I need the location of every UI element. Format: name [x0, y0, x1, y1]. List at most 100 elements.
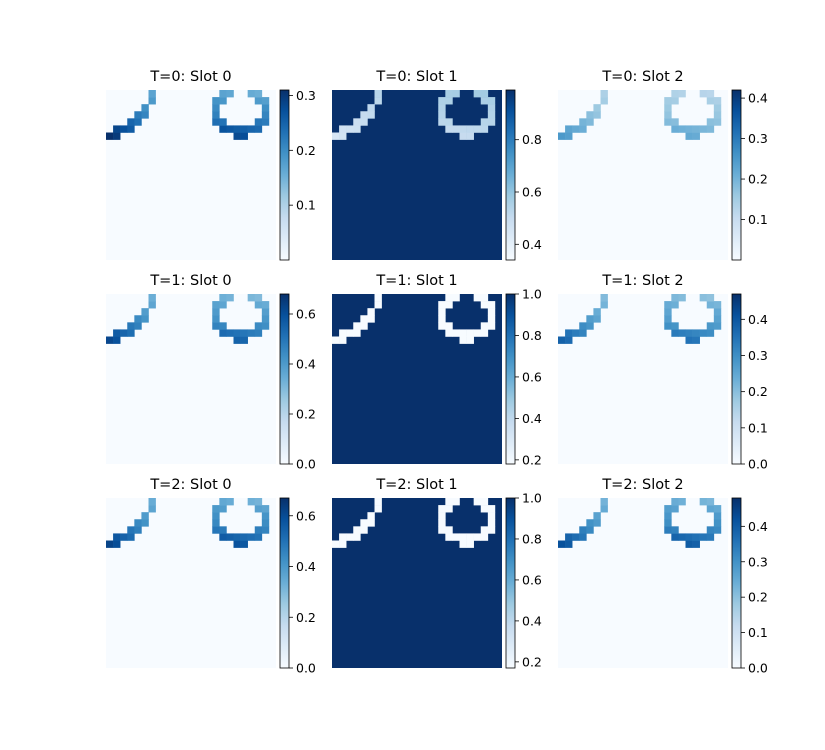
heatmap-cell [473, 125, 482, 133]
heatmap-panel: T=0: Slot 0 0.1 0.2 0.3 [106, 69, 316, 261]
heatmap-cell [678, 498, 686, 506]
heatmap-cell [148, 294, 156, 302]
heatmap-cell [141, 104, 149, 112]
heatmap-cell [586, 526, 594, 534]
heatmap-cell [438, 97, 446, 105]
heatmap-cell [367, 315, 375, 323]
heatmap-cell [692, 125, 700, 133]
heatmap-cell [247, 533, 256, 541]
heatmap-cell [332, 540, 340, 548]
heatmap-cell [600, 301, 608, 309]
colorbar-tick-label: 0.4 [748, 91, 768, 106]
heatmap-cell [459, 329, 467, 337]
heatmap-cell [219, 329, 227, 337]
colorbar-tick-label: 1.0 [522, 287, 542, 302]
heatmap-cell [261, 519, 270, 527]
heatmap-cell [134, 519, 142, 527]
heatmap-panel: T=0: Slot 1 0.4 0.6 0.8 [332, 69, 542, 261]
heatmap-cell [367, 104, 375, 112]
heatmap-cell [600, 505, 608, 513]
heatmap-cell [438, 308, 446, 316]
heatmap-cell [466, 329, 474, 337]
heatmap-cell [254, 97, 263, 105]
heatmap-cell [671, 505, 679, 513]
heatmap-cell [600, 97, 608, 105]
colorbar-tick-label: 0.3 [296, 88, 316, 103]
heatmap-background [332, 498, 502, 668]
heatmap-cell [473, 90, 482, 98]
heatmap-cell [487, 519, 496, 527]
colorbar [731, 497, 742, 669]
heatmap-cell [233, 132, 241, 140]
heatmap-cell [445, 90, 453, 98]
heatmap-cell [127, 533, 135, 541]
colorbar-tick-label: 0.4 [748, 312, 768, 327]
heatmap-cell [438, 301, 446, 309]
heatmap-background [106, 90, 276, 260]
heatmap-cell [445, 322, 453, 330]
heatmap-cell [219, 498, 227, 506]
heatmap-cell [487, 118, 496, 126]
heatmap-cell [219, 322, 227, 330]
heatmap-cell [480, 90, 489, 98]
heatmap-cell [713, 104, 722, 112]
heatmap-cell [586, 315, 594, 323]
heatmap-cell [706, 118, 715, 126]
colorbar-tick-label: 0.4 [748, 519, 768, 534]
heatmap-cell [713, 111, 722, 119]
heatmap-cell [466, 533, 474, 541]
heatmap-cell [353, 526, 361, 534]
heatmap-cell [445, 329, 453, 337]
heatmap-cell [127, 125, 135, 133]
heatmap-cell [360, 315, 368, 323]
colorbar-tick-label: 0.1 [748, 625, 768, 640]
heatmap-cell [459, 132, 467, 140]
heatmap-cell [671, 329, 679, 337]
heatmap-cell [261, 301, 270, 309]
colorbar-tick-label: 0.2 [296, 407, 316, 422]
heatmap-cell [558, 132, 566, 140]
heatmap-cell [212, 104, 220, 112]
heatmap-panel: T=2: Slot 0 0.0 0.2 0.4 0.6 [106, 477, 316, 676]
heatmap-cell [699, 329, 708, 337]
heatmap-cell [459, 540, 467, 548]
colorbar-tick-label: 0.8 [522, 531, 542, 546]
heatmap-cell [586, 519, 594, 527]
heatmap-cell [367, 512, 375, 520]
heatmap-cell [367, 308, 375, 316]
heatmap-cell [593, 308, 601, 316]
heatmap-cell [226, 498, 234, 506]
heatmap-cell [148, 97, 156, 105]
heatmap-cell [692, 533, 700, 541]
heatmap-cell [438, 118, 446, 126]
heatmap-cell [360, 526, 368, 534]
heatmap-cell [212, 118, 220, 126]
heatmap-cell [254, 505, 263, 513]
heatmap-cell [480, 118, 489, 126]
colorbar-tick-label: 0.2 [748, 172, 768, 187]
heatmap-background [106, 498, 276, 668]
colorbar-tick-label: 0.6 [296, 508, 316, 523]
heatmap-cell [339, 329, 347, 337]
heatmap-cell [339, 540, 347, 548]
heatmap-cell [141, 315, 149, 323]
heatmap-cell [671, 322, 679, 330]
heatmap-cell [247, 498, 256, 506]
heatmap-cell [254, 498, 263, 506]
heatmap-cell [261, 111, 270, 119]
heatmap-cell [678, 533, 686, 541]
heatmap-cell [487, 97, 496, 105]
heatmap-cell [148, 505, 156, 513]
heatmap-cell [671, 90, 679, 98]
heatmap-cell [332, 336, 340, 344]
heatmap-cell [445, 301, 453, 309]
heatmap-cell [219, 505, 227, 513]
heatmap-cell [261, 118, 270, 126]
heatmap-cell [113, 540, 121, 548]
heatmap-cell [579, 322, 587, 330]
panel-title: T=0: Slot 2 [601, 69, 683, 85]
heatmap-cell [339, 533, 347, 541]
heatmap-cell [226, 294, 234, 302]
heatmap-cell [445, 505, 453, 513]
heatmap-background [558, 294, 728, 464]
